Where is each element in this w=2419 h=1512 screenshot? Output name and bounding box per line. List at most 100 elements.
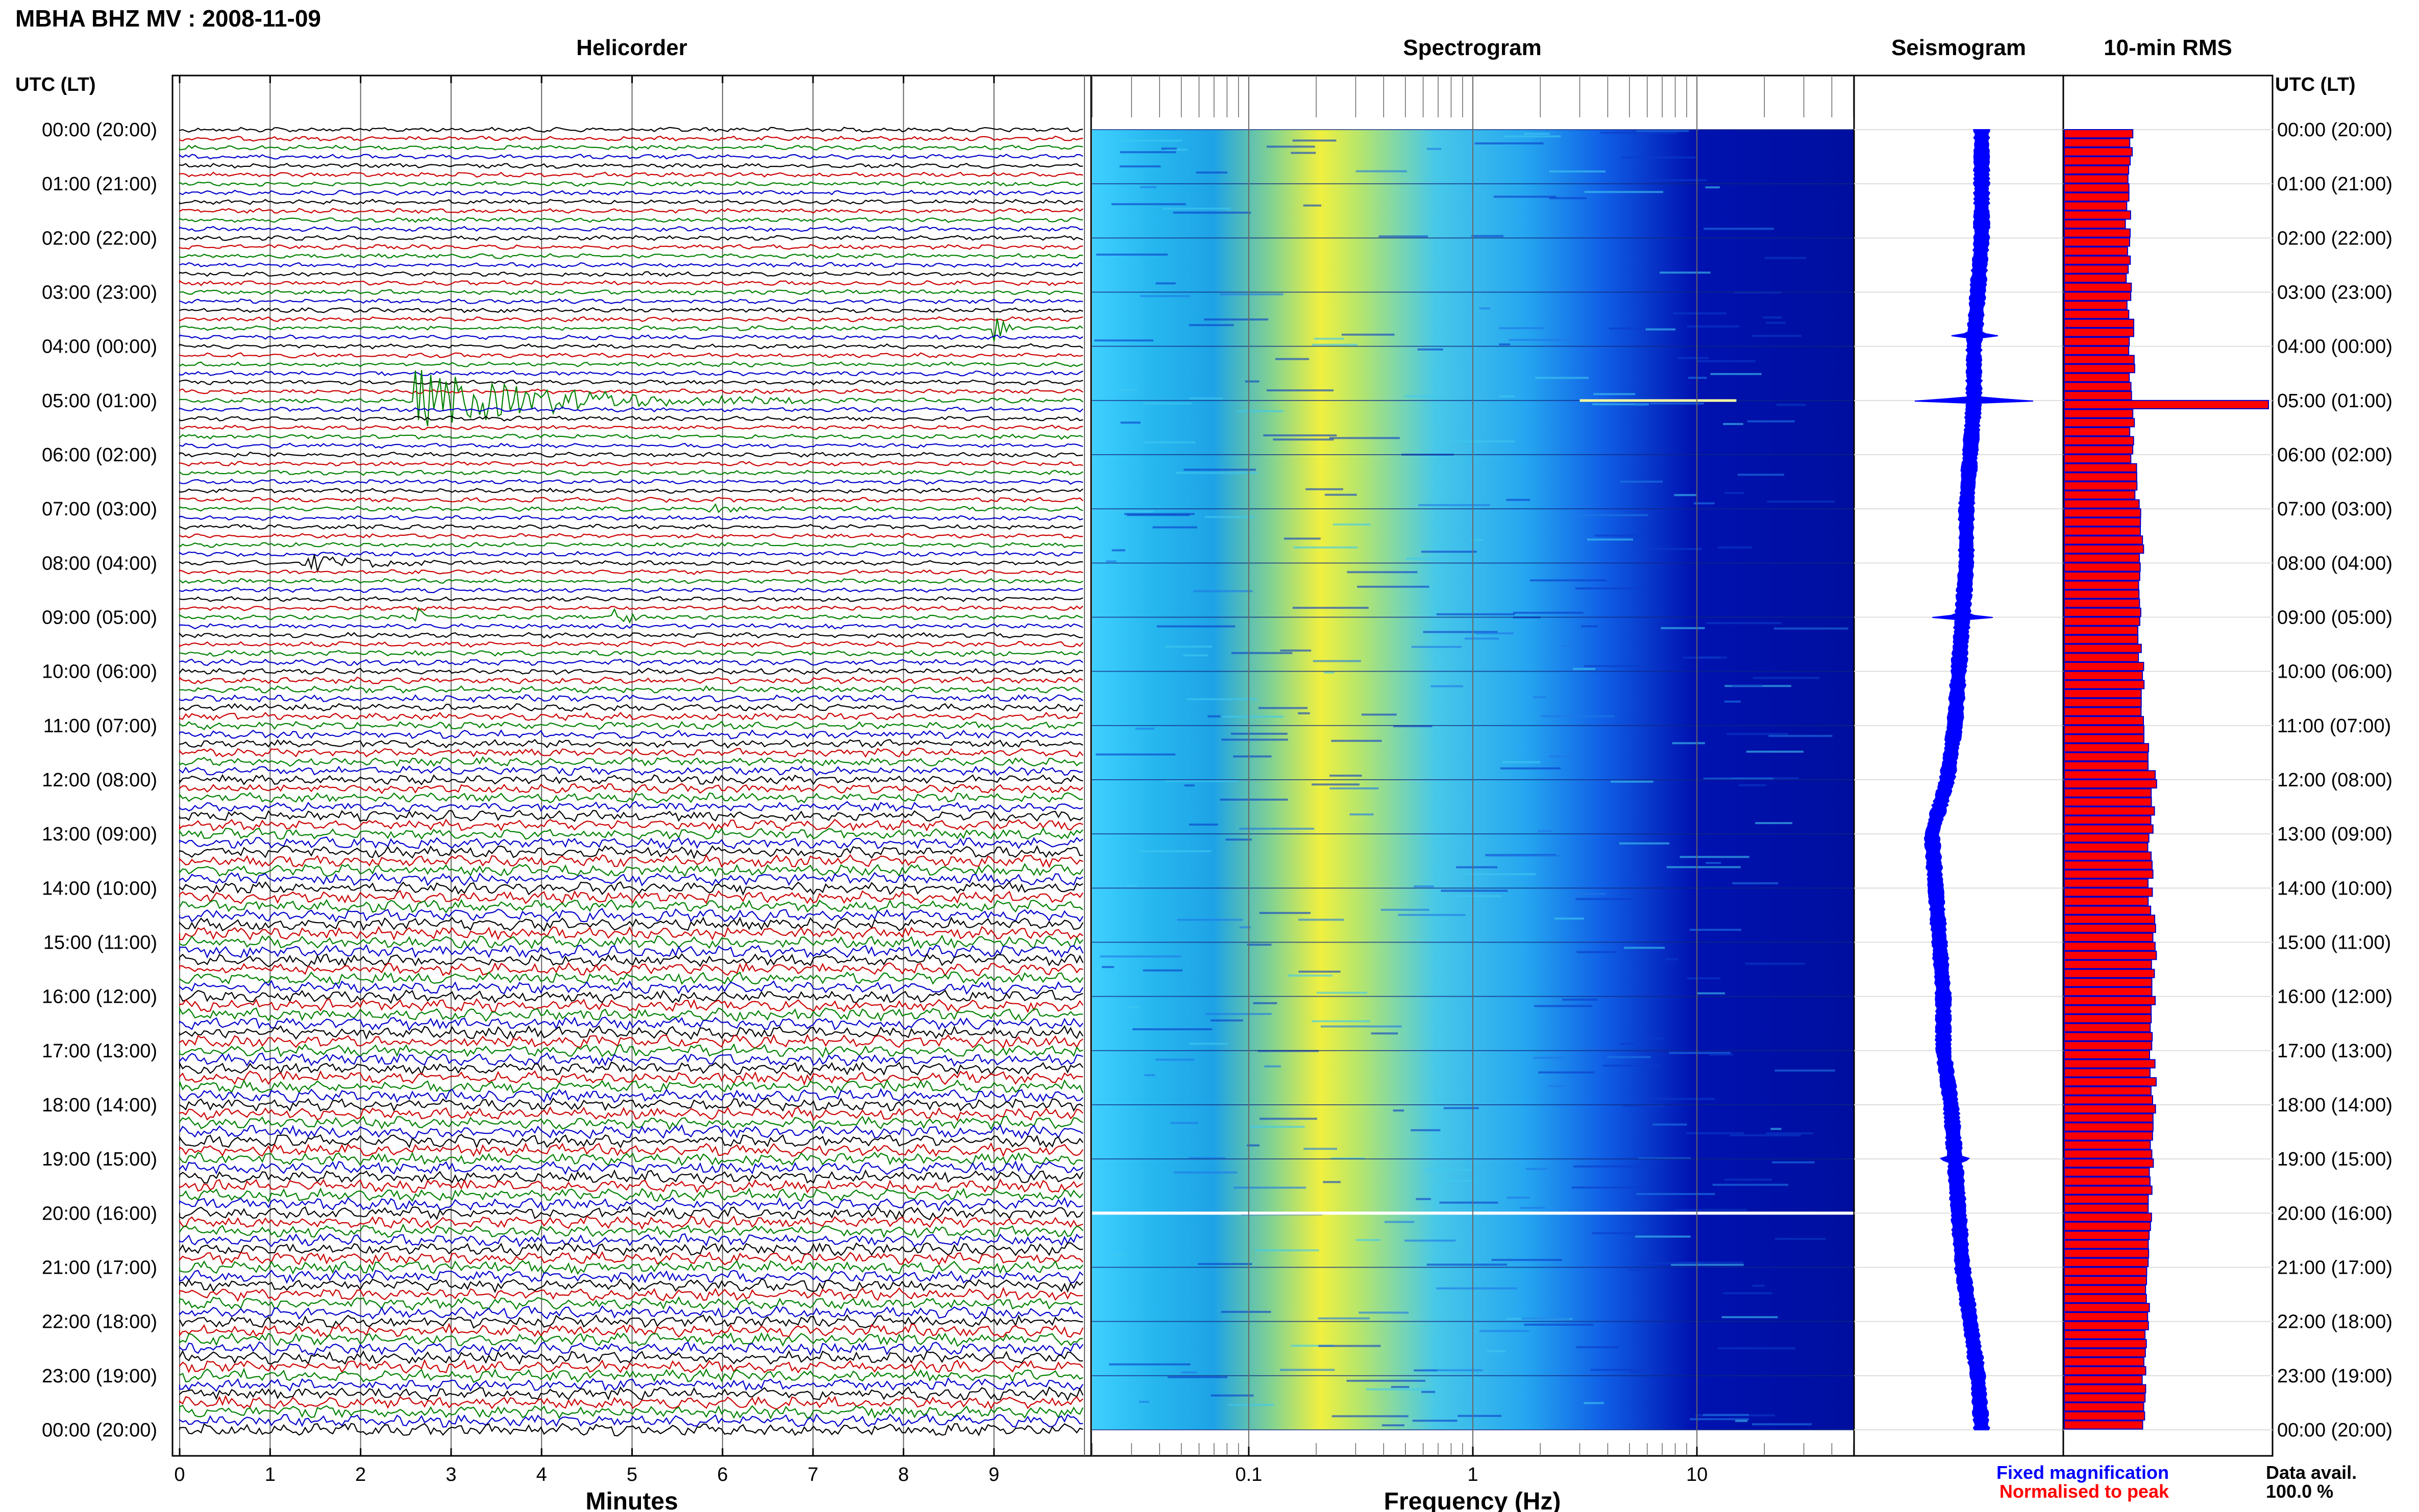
spectrogram-streak [1100, 955, 1181, 958]
spectrogram-streak [1346, 1379, 1426, 1382]
helicorder-trace [179, 1386, 1084, 1402]
helicorder-trace [179, 1178, 1083, 1194]
seismogram-trace [1914, 129, 2033, 1430]
rms-bar [2064, 445, 2134, 455]
spectrogram-streak [1502, 761, 1541, 763]
helicorder-trace [179, 379, 1083, 386]
spectrogram-streak [1183, 468, 1256, 471]
spectrogram-streak [1237, 410, 1283, 412]
spectrogram-streak [1541, 715, 1615, 717]
spectrogram-streak [1487, 854, 1562, 857]
spectrogram-streak [1607, 1056, 1651, 1058]
spectrogram-streak [1634, 404, 1647, 406]
rms-bar [2064, 1023, 2151, 1032]
helicorder-trace [179, 1368, 1083, 1383]
helicorder-trace [179, 307, 1083, 313]
rms-bar [2064, 219, 2126, 229]
rms-bar [2064, 897, 2149, 906]
hour-tick-label-left: 12:00 (08:00) [42, 770, 157, 791]
spectrogram-streak [1140, 295, 1191, 298]
spectrogram-streak [1680, 856, 1749, 858]
helicorder-trace [179, 1242, 1083, 1257]
helicorder-trace [179, 244, 1083, 250]
spectrogram-streak [1609, 327, 1644, 330]
spectrogram-streak [1706, 622, 1782, 625]
spectrogram-streak [1177, 919, 1243, 921]
spectrogram-streak [1193, 590, 1253, 592]
helicorder-trace [179, 370, 1083, 377]
hour-tick-label-right: 07:00 (03:00) [2277, 499, 2392, 520]
rms-bar [2064, 599, 2140, 608]
rms-bar [2064, 607, 2141, 617]
helicorder-xtick-label: 5 [627, 1464, 637, 1485]
hour-tick-label-left: 07:00 (03:00) [42, 499, 157, 520]
spectrogram-streak [1523, 133, 1550, 135]
rms-bar [2064, 788, 2152, 798]
rms-bar [2064, 1321, 2149, 1330]
rms-bar [2064, 671, 2143, 680]
rms-bar [2064, 1294, 2147, 1303]
helicorder-trace [179, 881, 1083, 896]
rms-bar [2064, 1086, 2152, 1096]
spectrogram-streak [1724, 492, 1744, 494]
rms-bar [2064, 1375, 2143, 1385]
rms-bar [2064, 634, 2139, 645]
helicorder-trace [179, 607, 1083, 624]
spectrogram-streak [1204, 318, 1269, 321]
spectrogram-streak [1576, 1346, 1619, 1349]
helicorder-title: Helicorder [576, 35, 687, 60]
spectrogram-streak [1549, 170, 1606, 172]
hour-tick-label-left: 08:00 (04:00) [42, 553, 157, 574]
spectrogram-streak [1763, 316, 1782, 319]
rms-bar [2064, 1194, 2149, 1204]
spectrogram-streak [1258, 707, 1308, 709]
spectrogram-streak [1676, 1261, 1743, 1263]
helicorder-trace [179, 442, 1083, 449]
helicorder-xtick-label: 9 [989, 1464, 999, 1485]
spectrogram-streak [1291, 1345, 1335, 1347]
rms-bar [2064, 941, 2156, 951]
helicorder-trace [179, 711, 1083, 722]
helicorder-trace [179, 819, 1083, 832]
spectrogram-streak [1176, 472, 1257, 474]
helicorder-trace [179, 899, 1083, 914]
spectrogram-streak [1638, 1157, 1691, 1159]
helicorder-trace [179, 774, 1083, 785]
spectrogram-streak [1264, 1065, 1281, 1068]
helicorder-trace [179, 596, 1083, 602]
rms-bar [2064, 147, 2133, 157]
spectrogram-streak [1298, 971, 1341, 973]
rms-bar [2064, 1257, 2149, 1268]
helicorder-trace [179, 289, 1083, 295]
rms-bar [2064, 1366, 2146, 1376]
helicorder-trace [179, 352, 1083, 359]
spectrogram-streak [1292, 607, 1369, 609]
rms-bar [2064, 129, 2134, 139]
rms-bar [2064, 914, 2156, 924]
spectrogram-streak [1549, 197, 1587, 200]
rms-bar [2064, 1149, 2153, 1159]
rms-bar [2064, 517, 2141, 527]
helicorder-trace [179, 836, 1083, 850]
spectrogram-streak [1436, 613, 1515, 615]
helicorder-trace [179, 1358, 1083, 1374]
spectrogram-streak [1096, 253, 1168, 256]
spectrogram-streak [1426, 1263, 1507, 1266]
helicorder-trace [179, 533, 1083, 539]
spectrogram-streak [1139, 1401, 1150, 1403]
helicorder-trace [179, 487, 1083, 494]
helicorder-trace [179, 127, 1083, 133]
hour-tick-label-left: 01:00 (21:00) [42, 173, 157, 195]
rms-bar [2064, 689, 2142, 699]
helicorder-trace [179, 783, 1083, 795]
spectrogram-streak [1347, 571, 1418, 574]
helicorder-trace [179, 1404, 1083, 1420]
spectrogram-streak [1456, 866, 1497, 869]
helicorder-trace [179, 135, 1083, 142]
hour-tick-label-right: 17:00 (13:00) [2277, 1040, 2392, 1062]
spectrogram-streak [1766, 321, 1786, 324]
helicorder-xtick-label: 7 [808, 1464, 819, 1485]
rms-bar [2064, 165, 2130, 175]
spectrogram-streak [1140, 186, 1157, 188]
helicorder-trace [179, 235, 1083, 241]
